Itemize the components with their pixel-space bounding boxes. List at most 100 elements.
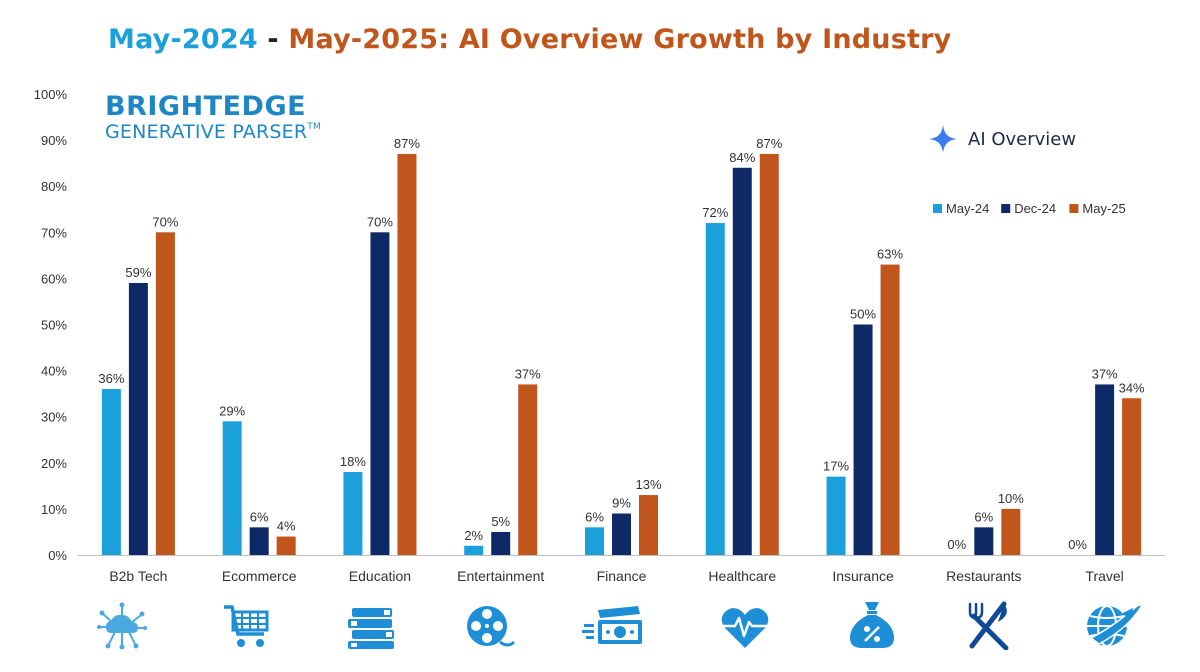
category-label: Finance [597, 568, 647, 584]
bar [491, 531, 511, 555]
ai-overview-badge: AI Overview [928, 124, 1076, 154]
y-tick-label: 30% [41, 410, 67, 425]
category-label: Ecommerce [222, 568, 297, 584]
data-label: 10% [998, 491, 1024, 506]
data-label: 34% [1119, 380, 1145, 395]
bar [853, 324, 873, 555]
bar [826, 476, 846, 555]
data-label: 87% [394, 136, 420, 151]
data-label: 4% [277, 519, 296, 534]
bar [276, 536, 296, 555]
category-label: Healthcare [708, 568, 776, 584]
heart-pulse-icon [721, 608, 769, 648]
legend-swatch [1069, 204, 1079, 213]
data-label: 59% [125, 265, 151, 280]
bar [155, 232, 175, 556]
data-label: 37% [515, 366, 541, 381]
y-tick-label: 10% [41, 502, 67, 517]
film-reel-icon [467, 606, 516, 647]
brand-name: BRIGHTEDGE [105, 91, 307, 122]
y-tick-label: 90% [41, 133, 67, 148]
brand-product-label: GENERATIVE PARSER [105, 121, 308, 143]
bar [639, 495, 658, 555]
data-label: 72% [702, 205, 728, 220]
chart-title: May-2024 - May-2025: AI Overview Growth … [108, 24, 951, 55]
data-label: 6% [250, 509, 269, 524]
title-part-1: May-2024 [108, 24, 258, 55]
brightedge-logo: BRIGHTEDGE GENERATIVE PARSERTM [105, 93, 321, 142]
y-tick-label: 80% [41, 179, 67, 194]
bar [464, 545, 484, 555]
legend-entry: May-24 [946, 201, 989, 216]
bar [1122, 398, 1142, 555]
shopping-cart-icon [224, 605, 269, 647]
brand-product: GENERATIVE PARSERTM [105, 123, 321, 142]
y-tick-label: 40% [41, 364, 67, 379]
data-label: 5% [491, 514, 510, 529]
bar [974, 527, 994, 555]
bar [880, 264, 900, 555]
legend-entry: May-25 [1082, 201, 1125, 216]
title-part-2: May-2025: AI Overview Growth by Industry [288, 24, 952, 55]
legend-swatch [1001, 204, 1011, 213]
bar [585, 527, 604, 555]
fork-knife-icon [968, 601, 1009, 650]
category-label: Education [349, 568, 411, 584]
data-label: 37% [1092, 366, 1118, 381]
legend-entry: Dec-24 [1014, 201, 1056, 216]
money-bag-icon [850, 602, 894, 648]
bar [518, 384, 538, 555]
bar [732, 167, 752, 555]
bar [343, 472, 363, 555]
bar [1001, 508, 1021, 555]
bar [128, 283, 148, 555]
ai-overview-label: AI Overview [968, 128, 1077, 150]
category-label: Entertainment [457, 568, 544, 584]
data-label: 29% [219, 403, 245, 418]
data-label: 6% [974, 509, 993, 524]
bar [705, 223, 725, 555]
bar [1095, 384, 1115, 555]
data-label: 18% [340, 454, 366, 469]
bar [759, 153, 779, 555]
bar [222, 421, 242, 555]
data-label: 70% [152, 214, 178, 229]
bar [612, 513, 631, 555]
cloud-network-icon [97, 602, 147, 650]
category-label: Travel [1085, 568, 1123, 584]
brand-tm: TM [307, 122, 321, 132]
sparkle-icon [929, 125, 957, 153]
legend-swatch [933, 204, 942, 213]
bar-chart: 0% 10% 20% 30% 40% 50% 60% 70% 80% 90% 100% 36% 59% 7… [34, 87, 1165, 584]
data-label: 70% [367, 214, 393, 229]
category-label: Insurance [832, 568, 894, 584]
y-tick-label: 70% [41, 225, 67, 240]
bar [370, 232, 390, 556]
bar [249, 527, 269, 555]
category-label: Restaurants [946, 568, 1021, 584]
data-label: 13% [635, 477, 661, 492]
data-label: 17% [823, 459, 849, 474]
data-label: 87% [756, 136, 782, 151]
data-label: 2% [464, 528, 483, 543]
y-tick-label: 60% [41, 271, 67, 286]
title-separator: - [257, 24, 289, 55]
data-label: 36% [98, 371, 124, 386]
data-label: 84% [729, 150, 755, 165]
data-label: 63% [877, 247, 903, 262]
money-icon [582, 606, 642, 644]
y-tick-label: 20% [41, 456, 67, 471]
y-tick-label: 50% [41, 318, 67, 333]
books-icon [348, 608, 394, 649]
bar [101, 389, 121, 555]
data-label: 0% [947, 537, 966, 552]
y-tick-label: 100% [34, 87, 68, 102]
y-tick-label: 0% [48, 548, 67, 563]
data-label: 50% [850, 307, 876, 322]
bar [397, 153, 417, 555]
data-label: 9% [612, 496, 631, 511]
category-label: B2b Tech [109, 568, 167, 584]
globe-plane-icon [1087, 602, 1145, 647]
data-label: 0% [1068, 537, 1087, 552]
data-label: 6% [585, 509, 604, 524]
